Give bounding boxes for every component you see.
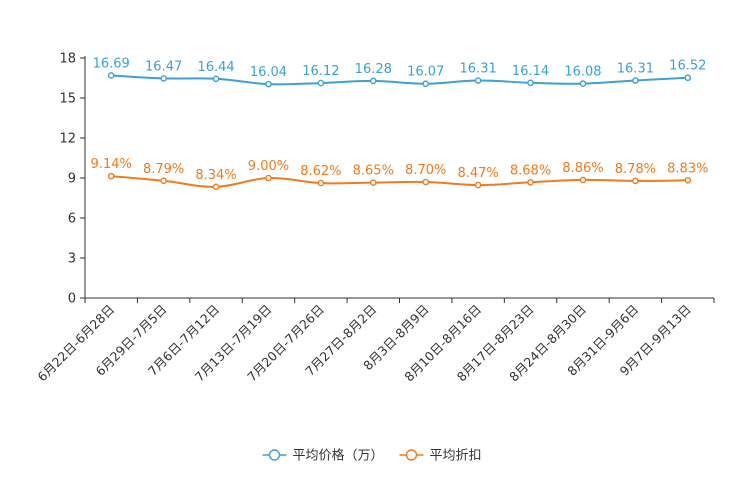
data-label: 16.44: [197, 60, 234, 75]
y-tick-label: 6: [68, 212, 76, 227]
y-tick-label: 3: [68, 252, 76, 267]
data-label: 16.04: [250, 65, 287, 80]
data-point[interactable]: [317, 179, 325, 187]
y-tick-label: 0: [68, 292, 76, 307]
legend-label: 平均价格（万）: [293, 448, 384, 464]
data-point[interactable]: [632, 177, 639, 185]
data-label: 8.78%: [615, 162, 656, 177]
data-label: 16.14: [512, 64, 549, 79]
data-point[interactable]: [160, 75, 167, 82]
data-point[interactable]: [527, 79, 534, 87]
data-point[interactable]: [474, 181, 482, 189]
data-label: 8.65%: [353, 164, 394, 179]
data-label: 8.62%: [300, 164, 341, 179]
data-label: 8.34%: [195, 168, 236, 183]
legend-item[interactable]: 平均价格（万）: [262, 448, 384, 464]
data-point[interactable]: [212, 183, 220, 191]
legend-marker-icon: [268, 449, 281, 461]
data-label: 16.31: [617, 62, 654, 77]
data-point[interactable]: [632, 77, 639, 84]
data-point[interactable]: [422, 80, 430, 88]
data-point[interactable]: [684, 176, 692, 184]
data-point[interactable]: [579, 80, 587, 87]
data-label: 8.47%: [457, 166, 498, 181]
data-label: 16.07: [407, 65, 444, 80]
data-label: 16.52: [669, 59, 706, 74]
data-label: 8.83%: [667, 161, 708, 176]
data-point[interactable]: [369, 179, 377, 186]
data-label: 8.79%: [143, 162, 184, 177]
data-point[interactable]: [317, 79, 325, 87]
y-tick-label: 15: [59, 92, 76, 107]
data-label: 8.86%: [562, 161, 603, 176]
series-line[interactable]: [111, 175, 688, 188]
legend[interactable]: 平均价格（万） 平均折扣: [262, 448, 482, 464]
series-line[interactable]: [111, 74, 688, 86]
data-point[interactable]: [107, 72, 115, 79]
data-point[interactable]: [474, 77, 482, 84]
data-label: 16.28: [355, 62, 392, 77]
data-point[interactable]: [684, 74, 692, 82]
data-point[interactable]: [265, 80, 272, 88]
data-label: 16.08: [564, 65, 601, 80]
data-point[interactable]: [107, 172, 115, 180]
data-label: 8.70%: [405, 163, 446, 178]
data-label: 8.68%: [510, 163, 551, 178]
data-label: 16.47: [145, 59, 182, 74]
data-point[interactable]: [579, 176, 587, 184]
legend-marker-icon: [405, 449, 418, 461]
y-tick-label: 18: [59, 52, 76, 67]
data-point[interactable]: [265, 174, 272, 182]
legend-label: 平均折扣: [430, 449, 482, 464]
data-point[interactable]: [212, 75, 220, 83]
legend-item[interactable]: 平均折扣: [399, 449, 482, 464]
data-label: 9.00%: [248, 159, 289, 174]
data-label: 9.14%: [91, 157, 132, 172]
data-point[interactable]: [369, 77, 377, 85]
y-tick-label: 9: [68, 172, 76, 187]
data-label: 16.31: [460, 62, 497, 77]
y-tick-label: 12: [59, 132, 76, 147]
data-label: 16.12: [302, 64, 339, 79]
data-point[interactable]: [422, 178, 430, 186]
data-point[interactable]: [527, 178, 534, 186]
data-point[interactable]: [160, 177, 167, 185]
data-label: 16.69: [93, 56, 130, 71]
